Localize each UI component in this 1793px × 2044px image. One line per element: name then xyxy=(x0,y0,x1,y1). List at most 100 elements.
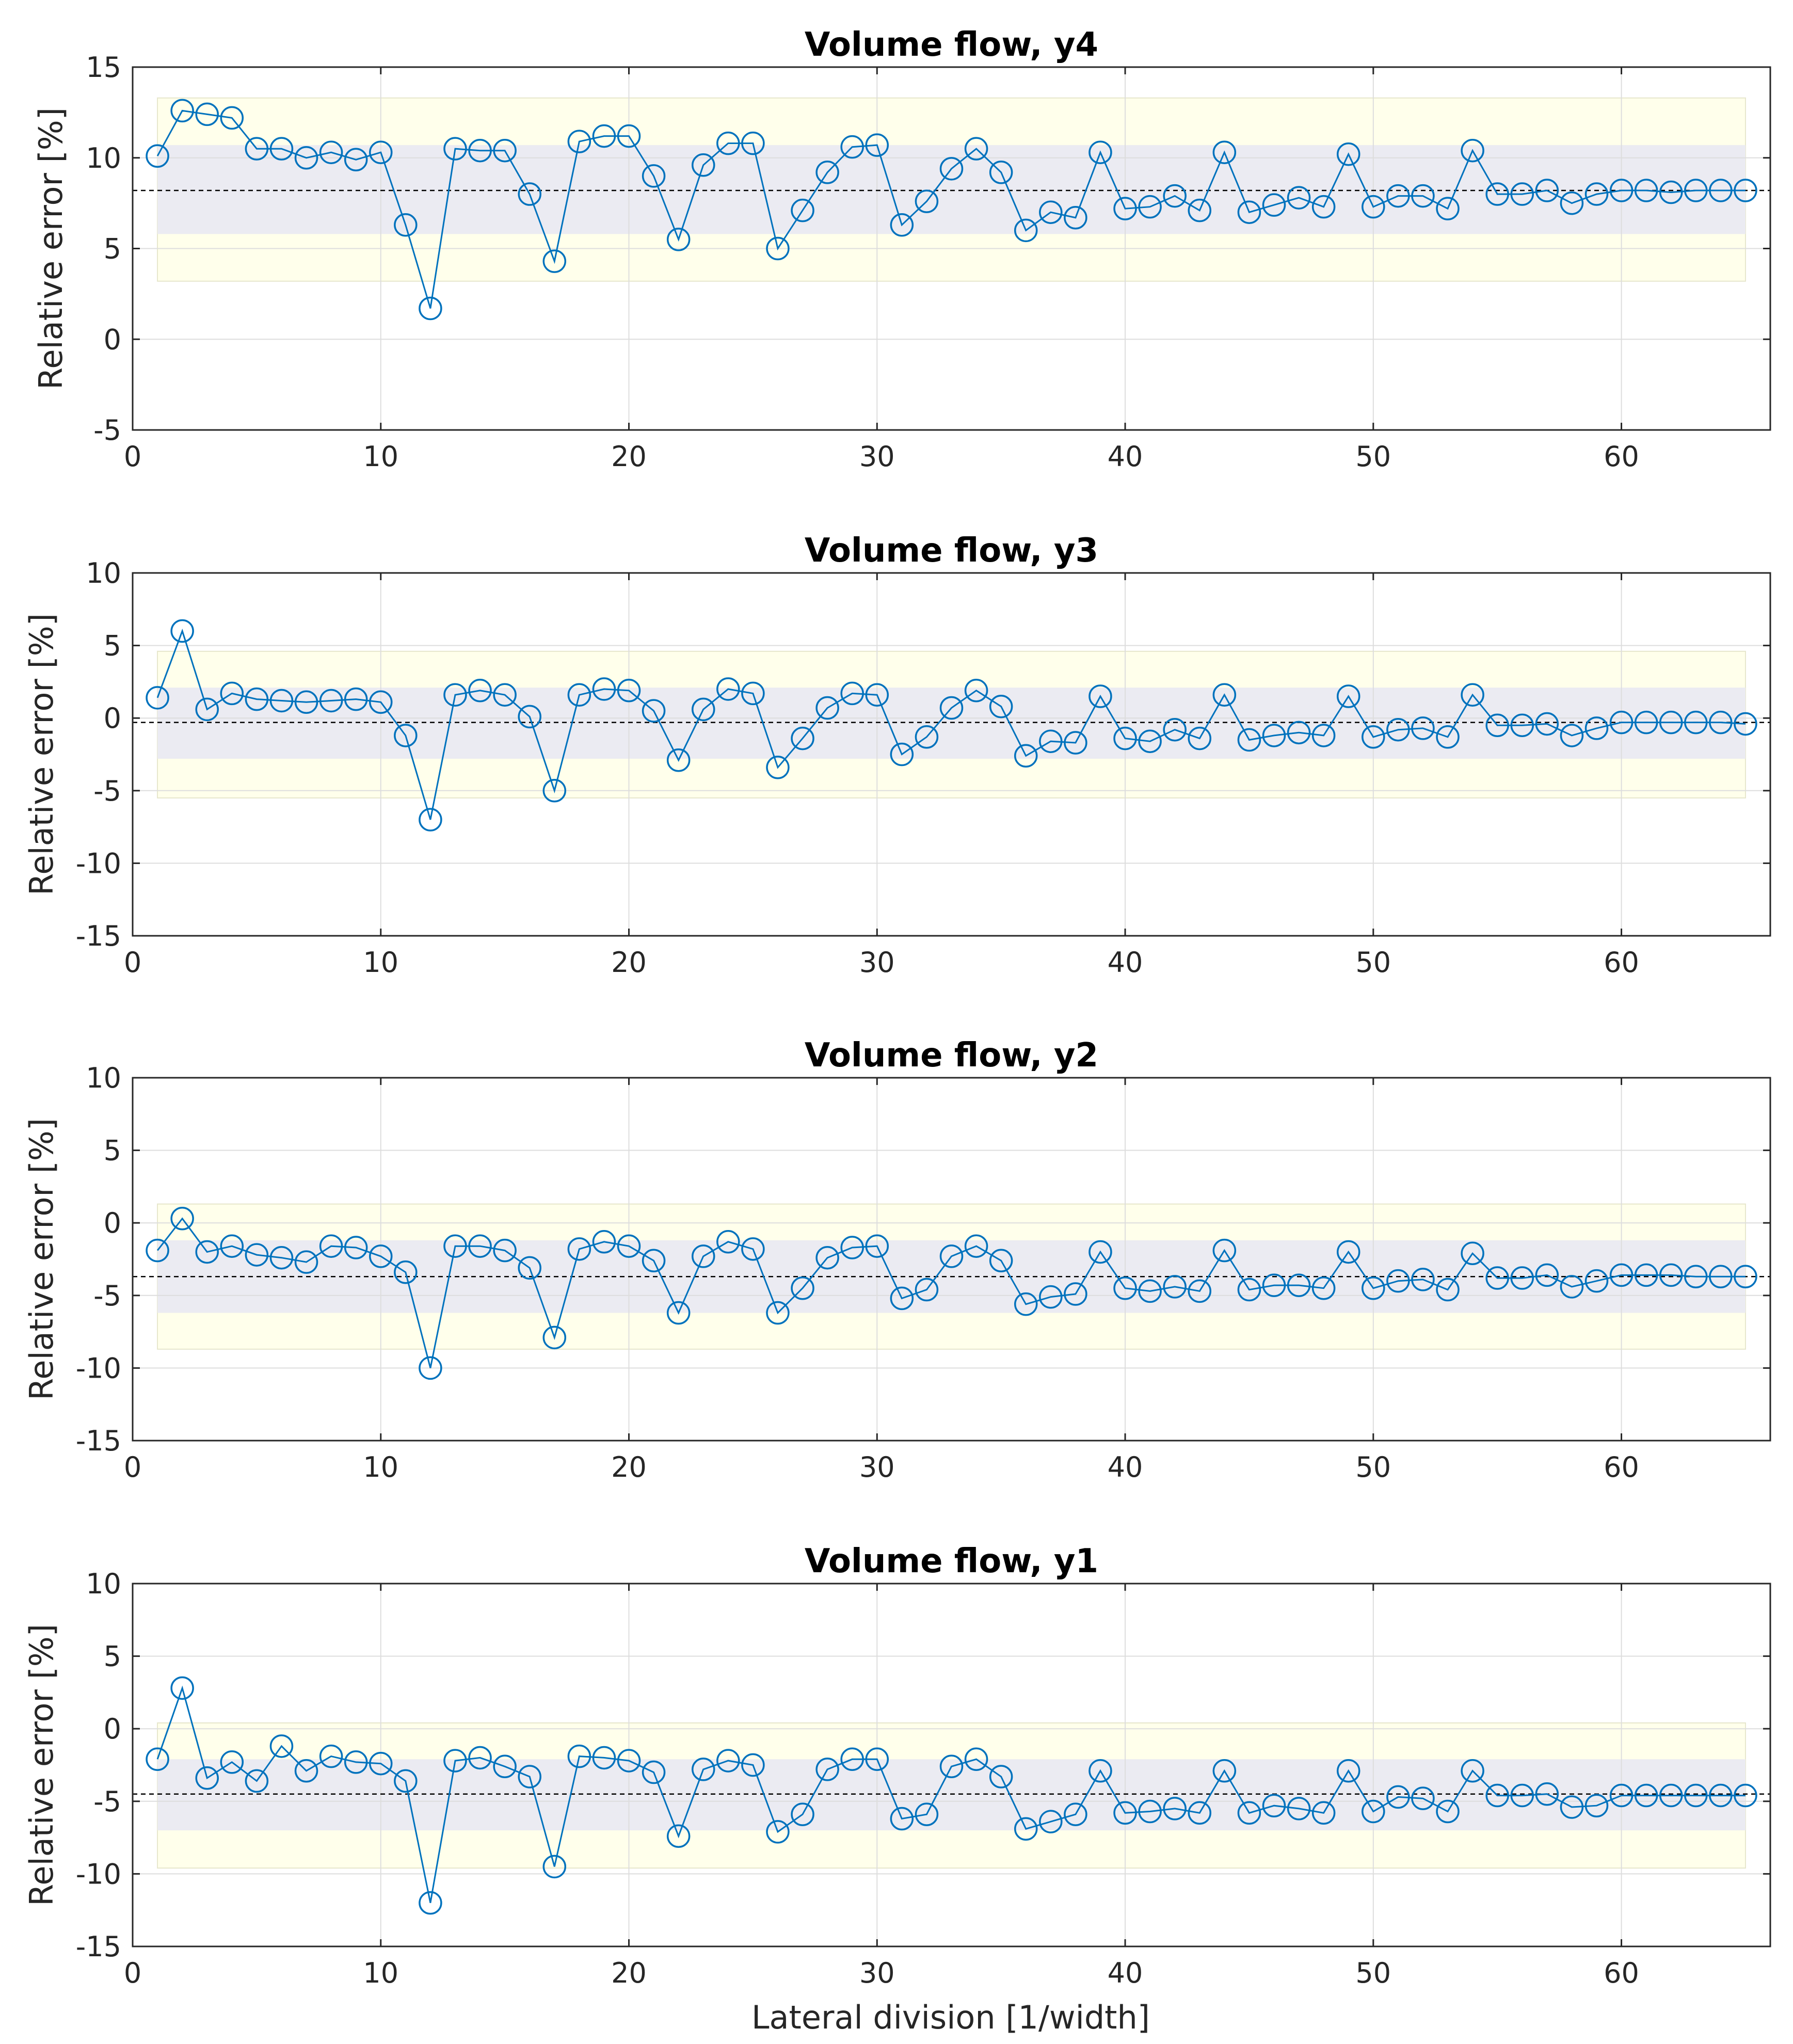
x-tick-label: 60 xyxy=(1604,946,1639,979)
data-point xyxy=(1039,200,1063,224)
data-point xyxy=(989,1249,1013,1273)
data-point xyxy=(1461,1759,1484,1783)
data-point xyxy=(592,1746,616,1770)
chart-title: Volume flow, y3 xyxy=(805,532,1098,570)
data-point xyxy=(1510,713,1534,738)
data-point xyxy=(915,1278,939,1302)
data-point xyxy=(666,1824,691,1848)
x-tick-label: 20 xyxy=(611,946,647,979)
data-point xyxy=(542,249,567,273)
data-point xyxy=(840,1747,864,1771)
data-point xyxy=(567,1744,591,1768)
data-point xyxy=(939,1754,964,1779)
data-point xyxy=(592,124,616,148)
data-point xyxy=(1634,1783,1658,1808)
data-point xyxy=(493,1754,517,1779)
y-tick-label: 10 xyxy=(86,142,121,174)
data-point xyxy=(915,189,939,213)
y-tick-label: 5 xyxy=(104,1135,121,1167)
data-point xyxy=(1138,729,1162,753)
data-point xyxy=(1311,1276,1336,1300)
data-point xyxy=(1287,1273,1311,1297)
data-point xyxy=(1734,712,1757,736)
data-point xyxy=(1659,1263,1683,1287)
data-point xyxy=(1709,179,1733,202)
x-tick-label: 20 xyxy=(611,440,647,473)
y-tick-label: -15 xyxy=(76,920,121,952)
data-point xyxy=(865,683,889,707)
data-point xyxy=(1584,1794,1609,1817)
data-point xyxy=(1262,193,1286,217)
data-point xyxy=(1362,725,1385,749)
data-point xyxy=(1014,744,1038,768)
data-point xyxy=(344,1750,368,1774)
data-point xyxy=(691,153,715,177)
x-tick-label: 40 xyxy=(1108,1451,1143,1483)
data-point xyxy=(1212,683,1237,707)
data-point xyxy=(1014,218,1038,243)
y-tick-label: 0 xyxy=(104,1207,121,1239)
data-point xyxy=(1709,1783,1733,1808)
data-point xyxy=(419,1891,442,1915)
data-point xyxy=(468,138,492,163)
data-point xyxy=(567,1237,591,1261)
data-point xyxy=(468,679,492,702)
data-point xyxy=(269,1245,294,1270)
data-point xyxy=(1734,179,1757,202)
data-point xyxy=(1461,683,1484,707)
data-point xyxy=(766,1301,790,1325)
data-point xyxy=(1560,1795,1584,1819)
data-point xyxy=(642,1760,666,1784)
data-point xyxy=(791,726,814,750)
y-tick-label: -10 xyxy=(76,847,121,880)
data-point xyxy=(766,236,790,261)
data-point xyxy=(269,1734,294,1758)
data-point xyxy=(170,619,194,643)
x-tick-label: 20 xyxy=(611,1451,647,1483)
data-point xyxy=(741,1753,765,1777)
data-point xyxy=(220,1750,244,1774)
data-point xyxy=(1584,716,1609,740)
data-point xyxy=(1709,1265,1733,1288)
data-point xyxy=(890,1807,914,1831)
panel-y2: 0 10 20 30 40 50 60 -15 -10 -5 0 5 10 Volume flow, y2… xyxy=(23,1036,1771,1483)
data-point xyxy=(195,102,219,126)
y-tick-label: -15 xyxy=(76,1425,121,1457)
data-point xyxy=(518,1765,541,1788)
y-tick-label: 10 xyxy=(86,557,121,589)
data-point xyxy=(1436,725,1460,749)
data-point xyxy=(394,724,418,747)
data-point xyxy=(964,137,988,161)
data-point xyxy=(1014,1292,1038,1316)
x-tick-label: 50 xyxy=(1355,946,1391,979)
data-point xyxy=(1088,1759,1112,1783)
data-point xyxy=(195,1766,219,1790)
data-point xyxy=(1188,726,1212,750)
data-point xyxy=(890,742,914,766)
data-point xyxy=(294,690,318,714)
axes-box xyxy=(132,572,1771,937)
data-point xyxy=(170,1207,194,1231)
data-point xyxy=(1088,1240,1112,1264)
data-point xyxy=(369,690,393,714)
axes-box xyxy=(132,1077,1771,1442)
x-tick-label: 40 xyxy=(1108,946,1143,979)
data-point xyxy=(1584,182,1609,206)
y-tick-label: 0 xyxy=(104,1713,121,1745)
data-point xyxy=(1560,191,1584,215)
data-point xyxy=(1535,179,1559,202)
data-point xyxy=(1113,1276,1137,1300)
data-point xyxy=(1411,716,1435,740)
data-point xyxy=(1336,1759,1360,1783)
data-point xyxy=(1237,728,1261,752)
data-point xyxy=(1311,724,1336,747)
x-tick-label: 10 xyxy=(363,1957,398,1989)
data-point xyxy=(642,699,666,723)
data-point xyxy=(245,1243,269,1267)
data-point xyxy=(1311,1801,1336,1825)
data-point xyxy=(1659,180,1683,204)
x-tick-label: 50 xyxy=(1355,1451,1391,1483)
inner-band xyxy=(157,1759,1746,1831)
data-point xyxy=(419,1356,442,1380)
